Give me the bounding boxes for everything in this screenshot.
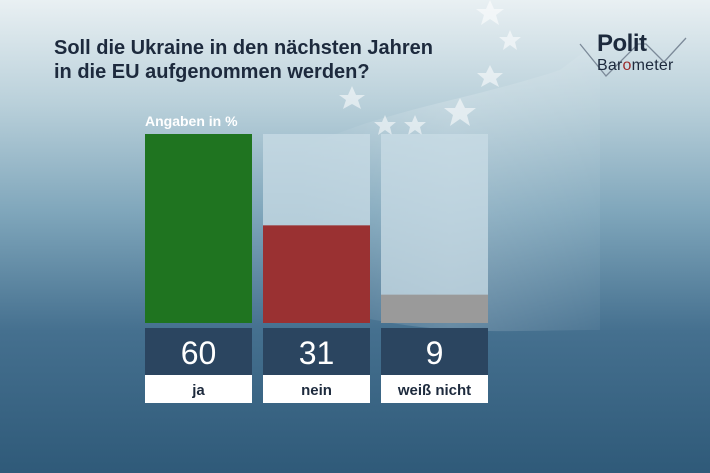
category-label-2: weiß nicht: [397, 382, 471, 399]
bar-1: [263, 225, 370, 323]
eu-stars: [339, 0, 521, 135]
category-box-0: [145, 375, 252, 403]
bar-0: [145, 134, 252, 323]
category-box-2: [381, 375, 488, 403]
logo-word-barometer: Barometer: [597, 57, 674, 74]
bar-track-2: [381, 134, 488, 323]
category-box-1: [263, 375, 370, 403]
bar-2: [381, 294, 488, 323]
category-label-1: nein: [301, 382, 332, 399]
chart-title: Soll die Ukraine in den nächsten Jahren …: [54, 36, 534, 84]
value-box-2: [381, 328, 488, 375]
category-label-0: ja: [191, 382, 205, 399]
politbarometer-logo: Polit Barometer: [576, 30, 696, 80]
title-line-2: in die EU aufgenommen werden?: [54, 61, 370, 83]
value-label-2: 9: [426, 335, 444, 371]
logo-word-polit: Polit: [597, 30, 647, 57]
value-label-1: 31: [299, 335, 335, 371]
value-box-1: [263, 328, 370, 375]
value-box-0: [145, 328, 252, 375]
unit-label: Angaben in %: [145, 113, 238, 129]
title-line-1: Soll die Ukraine in den nächsten Jahren: [54, 37, 433, 59]
value-label-0: 60: [181, 335, 217, 371]
logo-check-mark-icon: [579, 37, 687, 77]
